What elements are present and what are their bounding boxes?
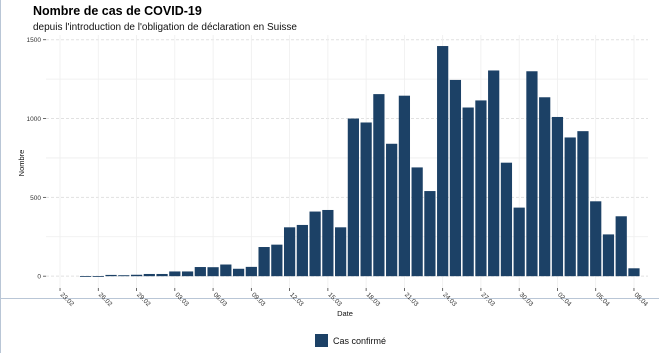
bar-15.03 (322, 209, 334, 277)
bar-26.02 (92, 276, 104, 277)
x-tick-label: 09.03 (250, 291, 267, 308)
y-tick-label: 1500 (27, 37, 42, 44)
bar-12.03 (283, 227, 296, 277)
bar-04.04 (577, 131, 589, 277)
bar-21.03 (398, 95, 411, 277)
bar-13.03 (296, 224, 308, 277)
y-tick-label: 0 (37, 274, 41, 281)
x-tick-label: 23.02 (59, 291, 76, 308)
x-tick-label: 24.03 (441, 291, 458, 308)
legend-label: Cas confirmé (333, 335, 387, 346)
x-tick-label: 18.03 (365, 291, 382, 308)
x-tick-label: 27.03 (480, 291, 497, 308)
bar-08.03 (232, 268, 245, 277)
legend-swatch (315, 334, 328, 347)
bar-20.03 (386, 143, 398, 277)
bar-29.03 (500, 162, 513, 277)
bar-27.03 (475, 100, 487, 277)
bar-25.02 (79, 276, 92, 277)
bar-31.03 (526, 71, 538, 277)
bar-27.02 (105, 274, 117, 277)
bar-02.03 (156, 273, 168, 277)
bar-05.03 (194, 267, 206, 277)
y-axis: 0 500 1000 1500 (27, 37, 46, 281)
y-tick-label: 1000 (27, 116, 42, 123)
bar-19.03 (373, 94, 385, 277)
bar-14.03 (309, 211, 321, 277)
bar-07.03 (220, 264, 232, 277)
bar-28.03 (488, 70, 500, 277)
bar-06.04 (602, 234, 615, 277)
bar-03.04 (564, 137, 576, 277)
y-axis-label: Nombre (17, 150, 26, 177)
bar-09.03 (245, 266, 257, 277)
bar-06.03 (207, 267, 219, 277)
x-tick-label: 21.03 (403, 291, 420, 308)
frame-bottom-edge (0, 298, 659, 299)
bar-22.03 (411, 167, 423, 277)
bars (79, 46, 640, 277)
bar-25.03 (449, 79, 462, 277)
bar-10.03 (258, 247, 270, 277)
bar-26.03 (462, 107, 474, 277)
x-tick-label: 15.03 (326, 291, 343, 308)
bar-11.03 (271, 244, 283, 277)
x-tick-label: 05.04 (594, 291, 611, 308)
x-tick-label: 30.03 (518, 291, 535, 308)
bar-01.04 (539, 97, 551, 277)
x-tick-label: 08.04 (633, 291, 650, 308)
x-axis: 23.02 26.02 29.02 03.03 06.03 09.03 12.03 15.03… (59, 288, 650, 308)
bar-23.03 (424, 191, 436, 277)
bar-17.03 (347, 118, 359, 277)
x-tick-label: 02.04 (556, 291, 573, 308)
bar-02.04 (551, 116, 564, 277)
bar-07.04 (615, 216, 627, 277)
bar-29.02 (130, 274, 143, 277)
bar-18.03 (360, 122, 372, 277)
x-tick-label: 29.02 (135, 291, 152, 308)
bar-08.04 (628, 268, 640, 277)
x-tick-label: 26.02 (97, 291, 114, 308)
bar-04.03 (181, 271, 194, 277)
bar-30.03 (513, 207, 525, 277)
bar-16.03 (335, 227, 347, 277)
legend: Cas confirmé (315, 334, 386, 347)
bar-03.03 (169, 271, 181, 277)
chart-subtitle: depuis l'introduction de l'obligation de… (33, 22, 297, 33)
chart-title: Nombre de cas de COVID-19 (33, 4, 202, 18)
x-axis-label: Date (337, 309, 353, 318)
y-tick-label: 500 (30, 195, 41, 202)
x-tick-label: 06.03 (212, 291, 229, 308)
bar-01.03 (143, 273, 155, 277)
x-tick-label: 03.03 (173, 291, 190, 308)
bar-24.03 (437, 46, 449, 277)
bar-05.04 (590, 201, 602, 277)
frame-left-edge (0, 0, 1, 353)
x-tick-label: 12.03 (288, 291, 305, 308)
bar-28.02 (118, 275, 130, 277)
